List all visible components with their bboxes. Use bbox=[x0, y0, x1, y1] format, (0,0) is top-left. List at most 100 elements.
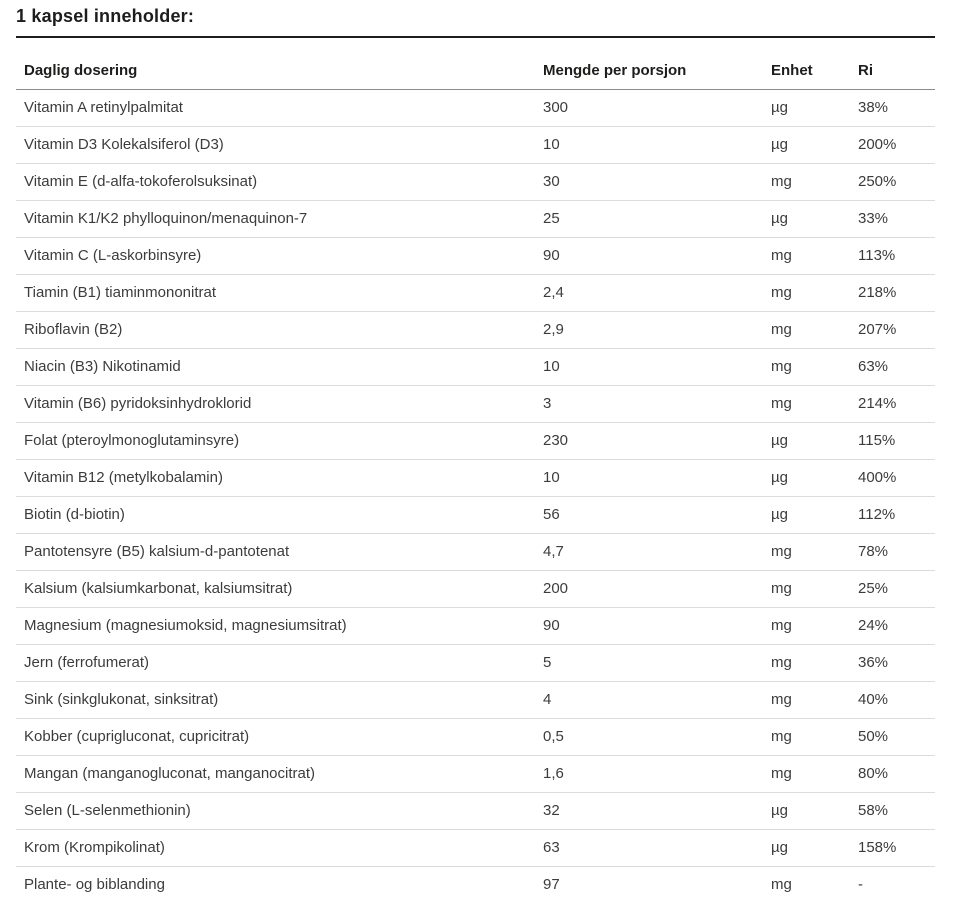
table-row: Niacin (B3) Nikotinamid 10 mg 63% bbox=[16, 348, 935, 386]
table-body: Vitamin A retinylpalmitat 300 µg 38% Vit… bbox=[16, 89, 935, 904]
ingredient-amount: 3 bbox=[535, 385, 763, 423]
ingredient-amount: 2,9 bbox=[535, 311, 763, 349]
ingredient-unit: µg bbox=[763, 126, 850, 164]
ingredient-name: Vitamin D3 Kolekalsiferol (D3) bbox=[16, 126, 535, 164]
ingredient-name: Kalsium (kalsiumkarbonat, kalsiumsitrat) bbox=[16, 570, 535, 608]
table-row: Vitamin K1/K2 phylloquinon/menaquinon-7 … bbox=[16, 200, 935, 238]
ingredient-ri: 115% bbox=[850, 422, 935, 460]
table-row: Vitamin B12 (metylkobalamin) 10 µg 400% bbox=[16, 459, 935, 497]
ingredient-amount: 30 bbox=[535, 163, 763, 201]
ingredient-name: Riboflavin (B2) bbox=[16, 311, 535, 349]
ingredient-name: Sink (sinkglukonat, sinksitrat) bbox=[16, 681, 535, 719]
table-row: Magnesium (magnesiumoksid, magnesiumsitr… bbox=[16, 607, 935, 645]
ingredient-name: Niacin (B3) Nikotinamid bbox=[16, 348, 535, 386]
ingredient-name: Vitamin C (L-askorbinsyre) bbox=[16, 237, 535, 275]
ingredient-unit: mg bbox=[763, 644, 850, 682]
ingredient-ri: 200% bbox=[850, 126, 935, 164]
ingredient-amount: 5 bbox=[535, 644, 763, 682]
ingredient-ri: 63% bbox=[850, 348, 935, 386]
ingredient-ri: 24% bbox=[850, 607, 935, 645]
ingredient-unit: µg bbox=[763, 496, 850, 534]
ingredient-ri: 214% bbox=[850, 385, 935, 423]
ingredient-name: Selen (L-selenmethionin) bbox=[16, 792, 535, 830]
ingredient-ri: - bbox=[858, 876, 863, 893]
ingredient-name: Jern (ferrofumerat) bbox=[16, 644, 535, 682]
ingredient-amount: 90 bbox=[535, 237, 763, 275]
ingredient-amount: 90 bbox=[535, 607, 763, 645]
table-row: Selen (L-selenmethionin) 32 µg 58% bbox=[16, 792, 935, 830]
ingredient-unit: mg bbox=[763, 385, 850, 423]
ingredient-amount: 230 bbox=[535, 422, 763, 460]
page-title: 1 kapsel inneholder: bbox=[16, 6, 195, 26]
column-header-mengde-per-porsjon: Mengde per porsjon bbox=[535, 56, 763, 90]
ingredient-ri: 80% bbox=[850, 755, 935, 793]
ingredient-ri: 113% bbox=[850, 237, 935, 275]
table-row: Kobber (cuprigluconat, cupricitrat) 0,5 … bbox=[16, 718, 935, 756]
ingredient-ri: 50% bbox=[850, 718, 935, 756]
ingredient-amount: 25 bbox=[535, 200, 763, 238]
ingredient-amount: 0,5 bbox=[535, 718, 763, 756]
table-row: Tiamin (B1) tiaminmononitrat 2,4 mg 218% bbox=[16, 274, 935, 312]
column-header-enhet: Enhet bbox=[763, 56, 850, 90]
ingredient-ri: 158% bbox=[850, 829, 935, 867]
ingredient-amount: 2,4 bbox=[535, 274, 763, 312]
table-row: Pantotensyre (B5) kalsium-d-pantotenat 4… bbox=[16, 533, 935, 571]
table-row: Vitamin (B6) pyridoksinhydroklorid 3 mg … bbox=[16, 385, 935, 423]
ingredient-ri: 218% bbox=[850, 274, 935, 312]
ingredient-ri: 207% bbox=[850, 311, 935, 349]
ingredient-ri: 33% bbox=[850, 200, 935, 238]
ingredient-amount: 1,6 bbox=[535, 755, 763, 793]
ingredient-ri: 38% bbox=[850, 89, 935, 127]
ingredient-amount: 10 bbox=[535, 348, 763, 386]
ingredient-name: Tiamin (B1) tiaminmononitrat bbox=[16, 274, 535, 312]
ingredient-amount: 4,7 bbox=[535, 533, 763, 571]
table-header-row: Daglig dosering Mengde per porsjon Enhet… bbox=[16, 56, 935, 90]
table-row: Vitamin C (L-askorbinsyre) 90 mg 113% bbox=[16, 237, 935, 275]
table-row: Krom (Krompikolinat) 63 µg 158% bbox=[16, 829, 935, 867]
ingredient-name: Krom (Krompikolinat) bbox=[16, 829, 535, 867]
ingredient-amount: 10 bbox=[535, 459, 763, 497]
ingredient-name: Vitamin K1/K2 phylloquinon/menaquinon-7 bbox=[16, 200, 535, 238]
ingredient-ri: 40% bbox=[850, 681, 935, 719]
ingredients-table: Daglig dosering Mengde per porsjon Enhet… bbox=[16, 56, 935, 903]
ingredient-unit: mg bbox=[763, 311, 850, 349]
ingredient-unit: mg bbox=[763, 570, 850, 608]
ingredient-name: Vitamin B12 (metylkobalamin) bbox=[16, 459, 535, 497]
ingredient-unit: µg bbox=[763, 422, 850, 460]
ingredient-unit: mg bbox=[763, 607, 850, 645]
table-row: Biotin (d-biotin) 56 µg 112% bbox=[16, 496, 935, 534]
title-divider bbox=[16, 36, 935, 38]
table-row: Kalsium (kalsiumkarbonat, kalsiumsitrat)… bbox=[16, 570, 935, 608]
ingredient-unit: mg bbox=[763, 718, 850, 756]
ingredient-name: Vitamin E (d-alfa-tokoferolsuksinat) bbox=[16, 163, 535, 201]
ingredient-amount: 97 bbox=[543, 876, 560, 893]
ingredient-ri: 250% bbox=[850, 163, 935, 201]
ingredient-unit: mg bbox=[763, 237, 850, 275]
ingredient-ri: 112% bbox=[850, 496, 935, 534]
ingredient-ri: 400% bbox=[850, 459, 935, 497]
ingredient-name: Folat (pteroylmonoglutaminsyre) bbox=[16, 422, 535, 460]
ingredient-unit: µg bbox=[763, 459, 850, 497]
table-row: Folat (pteroylmonoglutaminsyre) 230 µg 1… bbox=[16, 422, 935, 460]
ingredient-unit: mg bbox=[763, 348, 850, 386]
table-row: Riboflavin (B2) 2,9 mg 207% bbox=[16, 311, 935, 349]
table-row: Vitamin E (d-alfa-tokoferolsuksinat) 30 … bbox=[16, 163, 935, 201]
ingredient-unit: µg bbox=[763, 792, 850, 830]
ingredient-ri: 78% bbox=[850, 533, 935, 571]
ingredient-name: Vitamin A retinylpalmitat bbox=[16, 89, 535, 127]
ingredient-ri: 36% bbox=[850, 644, 935, 682]
ingredient-unit: mg bbox=[763, 274, 850, 312]
ingredient-amount: 4 bbox=[535, 681, 763, 719]
ingredient-name: Pantotensyre (B5) kalsium-d-pantotenat bbox=[16, 533, 535, 571]
ingredient-ri: 58% bbox=[850, 792, 935, 830]
ingredient-unit: µg bbox=[763, 200, 850, 238]
ingredient-unit: mg bbox=[763, 533, 850, 571]
ingredient-name: Plante- og biblanding bbox=[24, 876, 165, 893]
ingredient-amount: 63 bbox=[535, 829, 763, 867]
ingredient-amount: 300 bbox=[535, 89, 763, 127]
ingredient-name: Biotin (d-biotin) bbox=[16, 496, 535, 534]
ingredient-ri: 25% bbox=[850, 570, 935, 608]
ingredient-unit: mg bbox=[763, 681, 850, 719]
ingredient-name: Mangan (manganogluconat, manganocitrat) bbox=[16, 755, 535, 793]
table-row: Vitamin A retinylpalmitat 300 µg 38% bbox=[16, 89, 935, 127]
